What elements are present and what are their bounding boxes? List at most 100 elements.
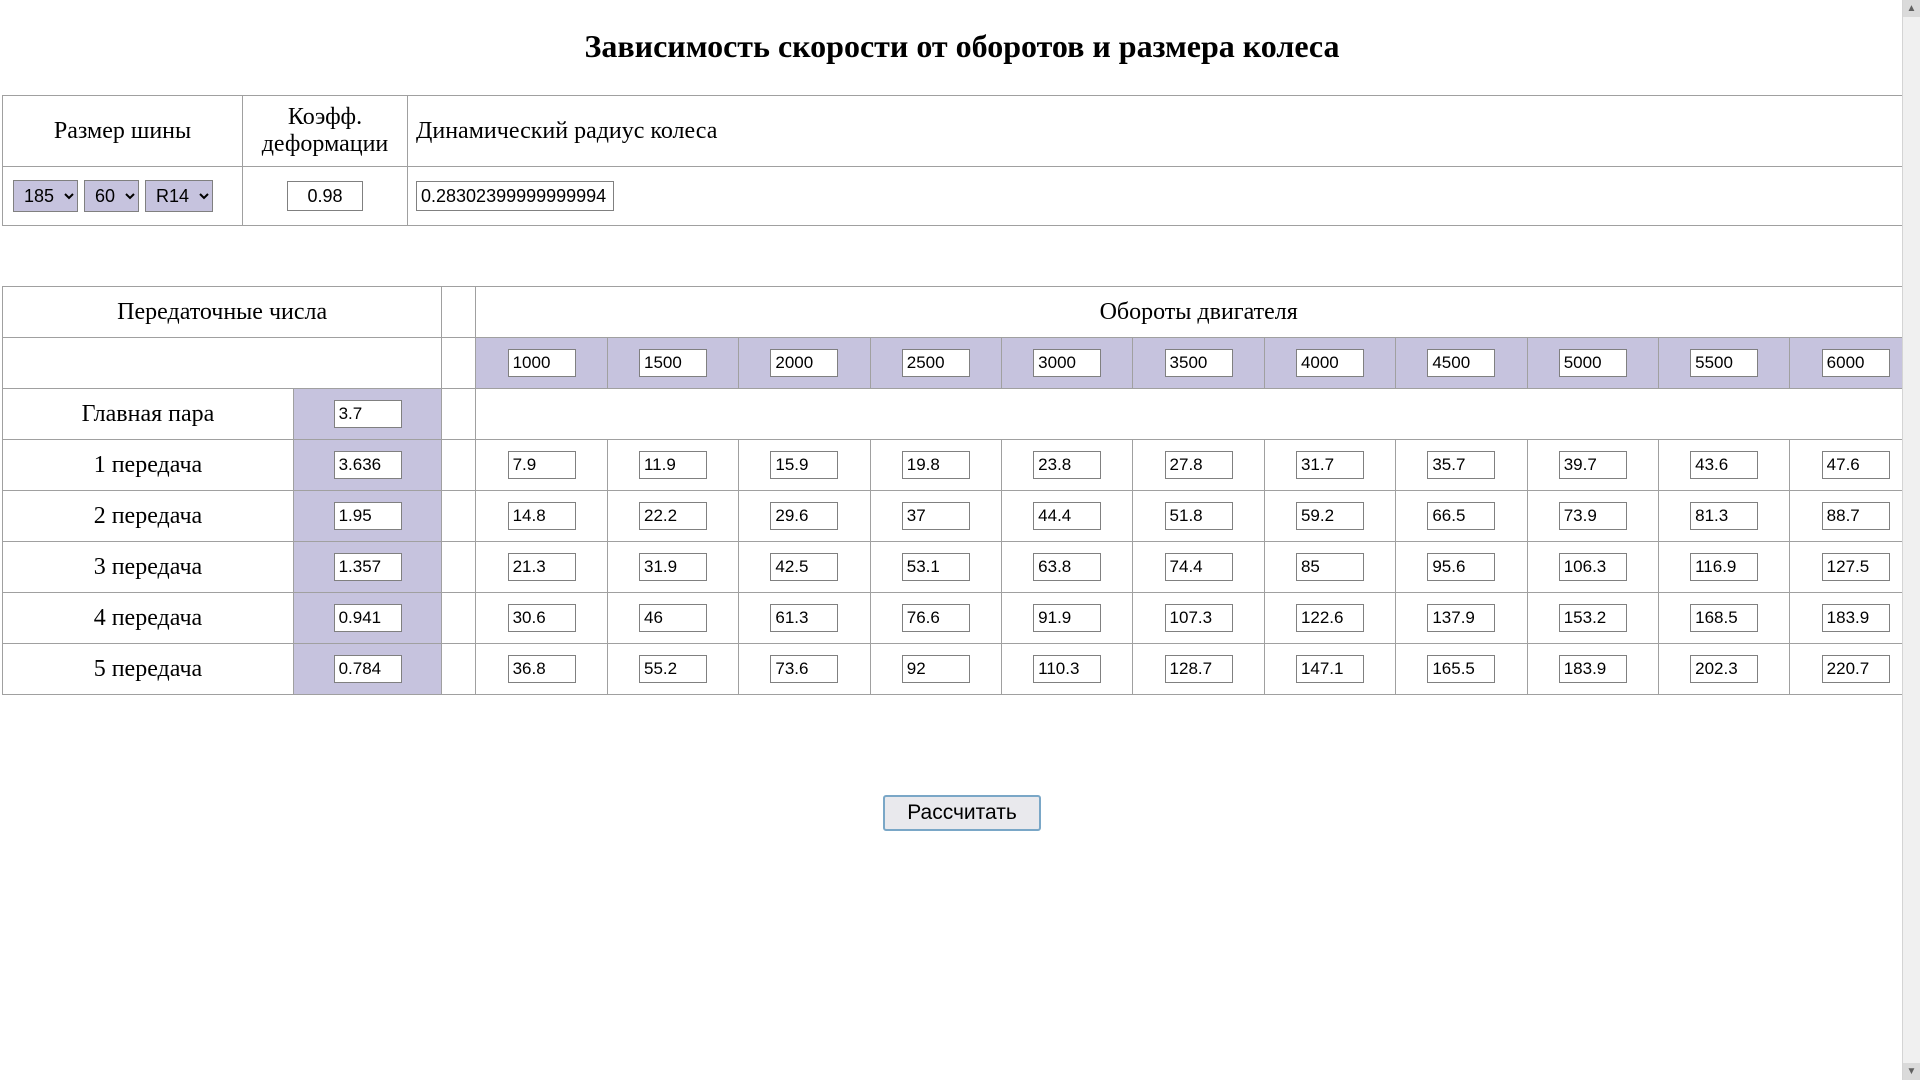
speed-output[interactable] (1690, 553, 1758, 581)
speed-output[interactable] (508, 502, 576, 530)
scroll-down-icon[interactable]: ▼ (1903, 1063, 1920, 1080)
speed-output[interactable] (1296, 553, 1364, 581)
rpm-input[interactable] (639, 349, 707, 377)
speed-output[interactable] (1296, 604, 1364, 632)
speed-output[interactable] (1296, 655, 1364, 683)
speed-output[interactable] (1165, 655, 1233, 683)
speed-output[interactable] (1822, 655, 1890, 683)
gear-ratio-input[interactable] (334, 502, 402, 530)
speed-output[interactable] (1690, 502, 1758, 530)
speed-output[interactable] (1033, 502, 1101, 530)
speed-output[interactable] (1822, 604, 1890, 632)
dyn-radius-output[interactable] (416, 181, 614, 211)
speed-cell (1001, 440, 1132, 491)
speed-output[interactable] (770, 451, 838, 479)
speed-cell (1658, 542, 1789, 593)
speed-output[interactable] (508, 655, 576, 683)
rpm-input[interactable] (770, 349, 838, 377)
gear-ratio-input[interactable] (334, 604, 402, 632)
gear-ratio-input[interactable] (334, 451, 402, 479)
speed-output[interactable] (1690, 604, 1758, 632)
scroll-up-icon[interactable]: ▲ (1903, 0, 1920, 17)
tire-rim-select[interactable]: R14 (145, 180, 213, 212)
speed-output[interactable] (1427, 502, 1495, 530)
rpm-input[interactable] (1690, 349, 1758, 377)
speed-output[interactable] (1559, 451, 1627, 479)
rpm-input[interactable] (1427, 349, 1495, 377)
spacer-cell (442, 542, 476, 593)
rpm-input[interactable] (1296, 349, 1364, 377)
speed-output[interactable] (1690, 451, 1758, 479)
gear-label: 5 передача (3, 644, 294, 695)
speed-output[interactable] (770, 604, 838, 632)
speed-output[interactable] (1427, 553, 1495, 581)
speed-output[interactable] (639, 655, 707, 683)
rpm-header-cell (1527, 338, 1658, 389)
speed-output[interactable] (1559, 502, 1627, 530)
speed-cell (1396, 644, 1527, 695)
main-pair-blank (476, 389, 1920, 440)
speed-cell (1527, 593, 1658, 644)
speed-output[interactable] (639, 604, 707, 632)
speed-output[interactable] (639, 553, 707, 581)
speed-output[interactable] (1296, 502, 1364, 530)
speed-output[interactable] (1559, 604, 1627, 632)
speed-output[interactable] (902, 451, 970, 479)
speed-output[interactable] (1033, 553, 1101, 581)
speed-output[interactable] (508, 451, 576, 479)
rpm-input[interactable] (1165, 349, 1233, 377)
speed-output[interactable] (1165, 604, 1233, 632)
speed-output[interactable] (770, 553, 838, 581)
tire-ratio-select[interactable]: 60 (84, 180, 139, 212)
gear-ratio-input[interactable] (334, 553, 402, 581)
speed-output[interactable] (508, 604, 576, 632)
speed-output[interactable] (1559, 553, 1627, 581)
speed-cell (1001, 491, 1132, 542)
speed-output[interactable] (1690, 655, 1758, 683)
speed-output[interactable] (1165, 451, 1233, 479)
tire-width-select[interactable]: 185 (13, 180, 78, 212)
header-tire-size: Размер шины (3, 96, 243, 167)
speed-cell (607, 644, 738, 695)
speed-output[interactable] (639, 502, 707, 530)
speed-output[interactable] (902, 553, 970, 581)
speed-cell (870, 644, 1001, 695)
speed-output[interactable] (1427, 655, 1495, 683)
speed-output[interactable] (1822, 553, 1890, 581)
speed-output[interactable] (1165, 553, 1233, 581)
speed-output[interactable] (1033, 451, 1101, 479)
speed-output[interactable] (1296, 451, 1364, 479)
speed-output[interactable] (1559, 655, 1627, 683)
speed-output[interactable] (770, 502, 838, 530)
speed-output[interactable] (1165, 502, 1233, 530)
main-pair-ratio-input[interactable] (334, 400, 402, 428)
scrollbar[interactable]: ▲ ▼ (1902, 0, 1920, 1080)
rpm-header-cell (870, 338, 1001, 389)
speed-output[interactable] (1427, 604, 1495, 632)
deform-input[interactable] (287, 181, 363, 211)
speed-output[interactable] (1033, 655, 1101, 683)
rpm-input[interactable] (902, 349, 970, 377)
speed-output[interactable] (1033, 604, 1101, 632)
speed-output[interactable] (902, 655, 970, 683)
rpm-input[interactable] (1033, 349, 1101, 377)
gear-ratio-cell (293, 593, 441, 644)
speed-cell (1527, 542, 1658, 593)
speed-output[interactable] (1822, 502, 1890, 530)
speed-output[interactable] (1427, 451, 1495, 479)
speed-output[interactable] (902, 604, 970, 632)
speed-output[interactable] (639, 451, 707, 479)
rpm-input[interactable] (1559, 349, 1627, 377)
speed-cell (870, 440, 1001, 491)
spacer-head2 (442, 338, 476, 389)
gear-ratio-input[interactable] (334, 655, 402, 683)
speed-output[interactable] (508, 553, 576, 581)
rpm-input[interactable] (508, 349, 576, 377)
speed-output[interactable] (770, 655, 838, 683)
speed-output[interactable] (1822, 451, 1890, 479)
speed-output[interactable] (902, 502, 970, 530)
calculate-button[interactable]: Рассчитать (883, 795, 1041, 831)
spacer-cell (442, 389, 476, 440)
rpm-input[interactable] (1822, 349, 1890, 377)
speed-cell (1658, 440, 1789, 491)
